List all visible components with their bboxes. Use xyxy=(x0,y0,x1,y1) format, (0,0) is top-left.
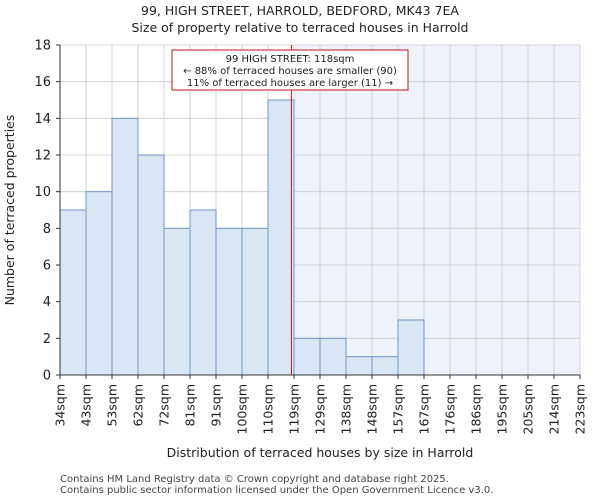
y-tick-label: 18 xyxy=(34,39,51,54)
histogram-bar xyxy=(163,227,191,376)
x-tick-label: 91sqm xyxy=(209,384,224,427)
larger-region-shading xyxy=(294,45,580,375)
x-tick-label: 53sqm xyxy=(105,384,120,427)
annotation-text-line-3: 11% of terraced houses are larger (11) → xyxy=(187,78,393,89)
y-tick-label: 16 xyxy=(34,75,51,90)
x-tick-label: 186sqm xyxy=(469,384,484,434)
y-tick-label: 4 xyxy=(43,295,51,310)
chart-title-address: 99, HIGH STREET, HARROLD, BEDFORD, MK43 … xyxy=(141,3,459,18)
x-tick-label: 138sqm xyxy=(339,384,354,434)
histogram-bar xyxy=(215,227,243,376)
histogram-bar xyxy=(85,191,113,376)
histogram-bar xyxy=(397,319,425,376)
x-tick-label: 148sqm xyxy=(365,384,380,434)
x-axis-title: Distribution of terraced houses by size … xyxy=(167,445,474,460)
x-tick-label: 157sqm xyxy=(391,384,406,434)
footer-copyright: Contains HM Land Registry data © Crown c… xyxy=(60,474,449,485)
y-tick-label: 8 xyxy=(43,222,51,237)
x-tick-label: 176sqm xyxy=(443,384,458,434)
annotation-text-line-1: 99 HIGH STREET: 118sqm xyxy=(226,54,355,65)
y-axis-title: Number of terraced properties xyxy=(2,115,17,306)
histogram-bar xyxy=(241,227,269,376)
x-tick-label: 119sqm xyxy=(287,384,302,434)
footer-licence: Contains public sector information licen… xyxy=(60,485,494,496)
y-tick-label: 0 xyxy=(43,369,51,384)
x-tick-label: 129sqm xyxy=(313,384,328,434)
histogram-bar xyxy=(293,337,321,376)
x-tick-label: 214sqm xyxy=(547,384,562,434)
y-tick-label: 2 xyxy=(43,332,51,347)
histogram-bar xyxy=(371,356,399,376)
histogram-bar xyxy=(345,356,373,376)
x-tick-label: 205sqm xyxy=(521,384,536,434)
x-tick-label: 43sqm xyxy=(79,384,94,427)
histogram-bar xyxy=(111,117,139,376)
y-tick-label: 14 xyxy=(34,112,51,127)
x-tick-label: 100sqm xyxy=(235,384,250,434)
annotation-box xyxy=(171,49,409,91)
histogram-bar xyxy=(189,209,217,376)
histogram-bar xyxy=(319,337,347,376)
x-tick-label: 62sqm xyxy=(131,384,146,427)
x-tick-label: 195sqm xyxy=(495,384,510,434)
x-tick-label: 81sqm xyxy=(183,384,198,427)
y-tick-label: 10 xyxy=(34,185,51,200)
histogram-bar xyxy=(137,154,165,376)
x-tick-label: 167sqm xyxy=(417,384,432,434)
x-tick-label: 72sqm xyxy=(157,384,172,427)
chart-title-subtitle: Size of property relative to terraced ho… xyxy=(131,20,469,35)
histogram-bar xyxy=(267,99,295,376)
y-tick-label: 12 xyxy=(34,149,51,164)
x-tick-label: 223sqm xyxy=(573,384,588,434)
histogram-bar xyxy=(59,209,87,376)
x-tick-label: 34sqm xyxy=(53,384,68,427)
annotation-text-line-2: ← 88% of terraced houses are smaller (90… xyxy=(183,66,397,77)
x-tick-label: 110sqm xyxy=(261,384,276,434)
y-tick-label: 6 xyxy=(43,259,51,274)
